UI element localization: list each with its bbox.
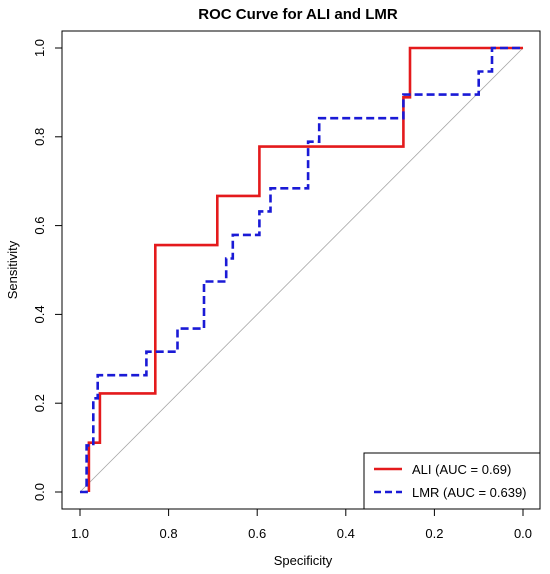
y-tick-label: 0.8 — [32, 128, 47, 146]
chart-title: ROC Curve for ALI and LMR — [198, 6, 398, 23]
legend-box — [363, 452, 541, 510]
x-tick-label: 0.6 — [248, 526, 266, 541]
y-tick-label: 0.0 — [32, 483, 47, 501]
y-tick-label: 0.4 — [32, 305, 47, 323]
series-line-lmr — [80, 46, 523, 494]
x-axis: 1.0 0.8 0.6 0.4 0.2 0.0 — [71, 508, 532, 541]
x-tick-label: 0.2 — [425, 526, 443, 541]
series-line-ali — [87, 46, 523, 492]
legend-label-lmr: LMR (AUC = 0.639) — [412, 485, 527, 500]
diagonal-reference-line — [79, 47, 524, 493]
y-axis: 0.0 0.2 0.4 0.6 0.8 1.0 — [32, 39, 63, 501]
y-tick-label: 1.0 — [32, 39, 47, 57]
series-layer — [80, 46, 523, 494]
legend: ALI (AUC = 0.69) LMR (AUC = 0.639) — [363, 452, 541, 510]
y-axis-title: Sensitivity — [5, 240, 20, 299]
y-tick-label: 0.2 — [32, 394, 47, 412]
x-tick-label: 0.8 — [160, 526, 178, 541]
y-tick-label: 0.6 — [32, 217, 47, 235]
x-tick-label: 0.4 — [337, 526, 355, 541]
x-tick-label: 1.0 — [71, 526, 89, 541]
legend-label-ali: ALI (AUC = 0.69) — [412, 462, 511, 477]
x-tick-label: 0.0 — [514, 526, 532, 541]
x-axis-title: Specificity — [274, 553, 333, 568]
